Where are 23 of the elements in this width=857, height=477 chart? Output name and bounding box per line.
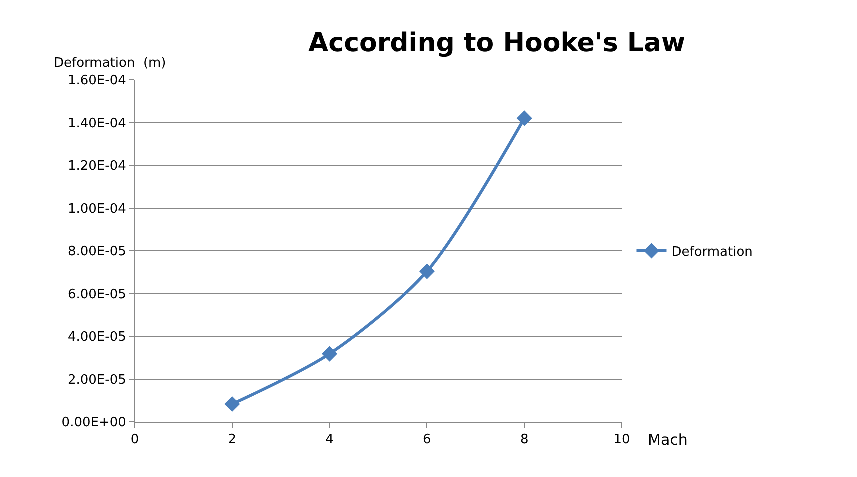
x-tick-label: 4 (326, 432, 334, 448)
y-tick-label: 2.00E-05 (68, 372, 126, 388)
chart-title: According to Hooke's Law (308, 28, 686, 59)
point (516, 110, 532, 126)
y-tick-label: 8.00E-05 (68, 244, 126, 260)
y-tick-label: 1.00E-04 (68, 202, 126, 217)
x-axis-title: Mach (648, 431, 688, 449)
y-tick-label: 1.40E-04 (68, 116, 126, 132)
point (224, 396, 240, 412)
y-tick-label: 1.20E-04 (68, 159, 126, 174)
y-tick-label: 1.60E-04 (68, 74, 126, 89)
x-tick-label: 10 (614, 432, 630, 448)
x-tick-label: 6 (423, 432, 432, 448)
point (322, 346, 338, 362)
x-tick-label: 2 (228, 432, 237, 448)
point (419, 264, 435, 280)
y-tick-label: 6.00E-05 (68, 287, 126, 302)
legend-label: Deformation (672, 245, 753, 260)
y-tick-label: 0.00E+00 (62, 416, 126, 431)
x-tick-label: 8 (520, 432, 529, 448)
y-axis-title: Deformation (m) (54, 56, 166, 71)
x-tick-label: 0 (130, 432, 140, 448)
y-tick-label: 4.00E-05 (68, 330, 126, 346)
